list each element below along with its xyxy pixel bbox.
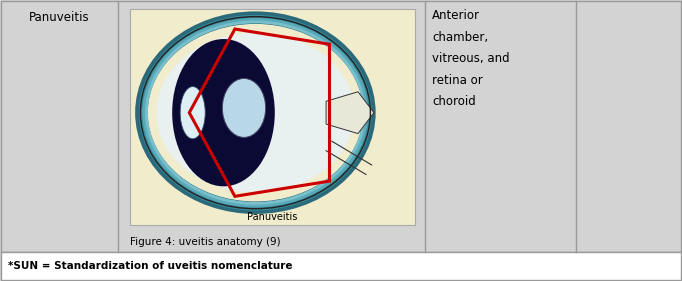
Bar (1, 1, 681, 252)
Ellipse shape (180, 87, 205, 139)
Bar (130, 9, 415, 225)
Bar (1, 252, 681, 280)
Text: Figure 4: uveitis anatomy (9): Figure 4: uveitis anatomy (9) (130, 237, 280, 247)
Ellipse shape (222, 78, 266, 137)
Text: Panuveitis: Panuveitis (29, 11, 90, 24)
Text: Anterior
chamber,
vitreous, and
retina or
choroid: Anterior chamber, vitreous, and retina o… (432, 9, 509, 108)
Polygon shape (326, 92, 374, 133)
Ellipse shape (172, 39, 275, 186)
Text: *SUN = Standardization of uveitis nomenclature: *SUN = Standardization of uveitis nomenc… (8, 261, 293, 271)
Text: Panuveitis: Panuveitis (248, 212, 297, 222)
Ellipse shape (156, 33, 355, 193)
